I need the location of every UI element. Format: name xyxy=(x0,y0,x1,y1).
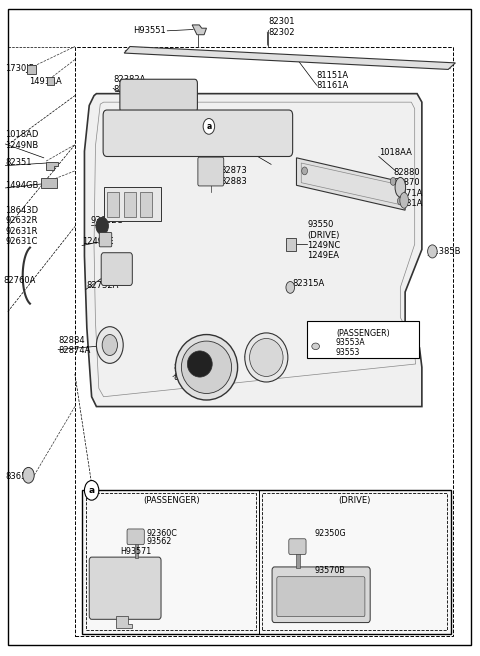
Text: 81151A
81161A: 81151A 81161A xyxy=(317,71,349,91)
Bar xyxy=(307,321,420,358)
Text: 82311
82781A: 82311 82781A xyxy=(249,348,281,367)
Ellipse shape xyxy=(250,338,283,377)
Text: 93553: 93553 xyxy=(336,348,360,358)
FancyBboxPatch shape xyxy=(103,110,293,157)
Text: 82371A
82381A: 82371A 82381A xyxy=(391,189,423,208)
Text: 1494GB: 1494GB xyxy=(5,181,39,190)
Text: 93553A: 93553A xyxy=(336,338,365,347)
Text: 92360C: 92360C xyxy=(146,529,177,538)
Text: H93551: H93551 xyxy=(133,26,166,35)
Text: 93632C: 93632C xyxy=(91,216,123,225)
Text: 93570B: 93570B xyxy=(314,565,345,575)
FancyBboxPatch shape xyxy=(272,567,370,623)
Bar xyxy=(107,192,119,216)
FancyBboxPatch shape xyxy=(127,529,144,544)
Bar xyxy=(141,192,153,216)
Polygon shape xyxy=(192,25,206,35)
Circle shape xyxy=(286,281,295,293)
Circle shape xyxy=(397,197,403,205)
Text: 1730JF: 1730JF xyxy=(5,64,34,73)
Circle shape xyxy=(390,177,396,185)
Polygon shape xyxy=(297,158,405,210)
Text: 82351: 82351 xyxy=(5,158,32,167)
Text: 93562: 93562 xyxy=(146,537,171,546)
Text: 82880
82870: 82880 82870 xyxy=(393,168,420,187)
Text: 81385B: 81385B xyxy=(428,247,461,256)
Ellipse shape xyxy=(187,351,212,377)
Polygon shape xyxy=(84,94,422,407)
Bar xyxy=(86,493,256,630)
Text: 82884
82874A: 82884 82874A xyxy=(58,336,91,356)
Bar xyxy=(104,186,161,220)
Text: H93571: H93571 xyxy=(120,547,152,556)
Circle shape xyxy=(84,481,99,500)
Bar xyxy=(75,47,453,636)
Circle shape xyxy=(102,335,118,356)
FancyBboxPatch shape xyxy=(99,232,112,247)
Text: 1336JA: 1336JA xyxy=(254,147,284,155)
Circle shape xyxy=(302,167,308,174)
Text: 1018AD
1249NB: 1018AD 1249NB xyxy=(5,131,39,150)
Bar xyxy=(135,540,138,558)
Text: 82873
82883: 82873 82883 xyxy=(220,167,247,186)
Text: (PASSENGER): (PASSENGER) xyxy=(143,496,199,504)
Text: 82315A: 82315A xyxy=(293,279,325,288)
Bar xyxy=(286,238,296,251)
Circle shape xyxy=(428,245,437,258)
Text: 1018AA: 1018AA xyxy=(379,148,412,157)
Text: 93550
(DRIVE)
1249NC
1249EA: 93550 (DRIVE) 1249NC 1249EA xyxy=(307,220,340,260)
FancyBboxPatch shape xyxy=(101,253,132,285)
FancyBboxPatch shape xyxy=(198,157,224,186)
Text: 82301
82302: 82301 82302 xyxy=(269,17,295,37)
Bar xyxy=(27,65,36,74)
Text: 83657: 83657 xyxy=(5,472,32,481)
Text: 82732A: 82732A xyxy=(86,281,118,290)
Bar xyxy=(124,192,136,216)
Text: a: a xyxy=(89,486,95,495)
Text: 82382A
82382B: 82382A 82382B xyxy=(113,75,145,94)
Circle shape xyxy=(203,119,215,134)
Text: 1249JM
1249GB: 1249JM 1249GB xyxy=(206,112,240,131)
Polygon shape xyxy=(124,47,456,70)
FancyBboxPatch shape xyxy=(277,577,365,617)
FancyBboxPatch shape xyxy=(289,539,306,554)
Bar xyxy=(262,493,447,630)
Ellipse shape xyxy=(181,341,232,394)
Polygon shape xyxy=(116,616,132,628)
Ellipse shape xyxy=(400,192,408,208)
Text: 92350G: 92350G xyxy=(314,529,346,538)
Ellipse shape xyxy=(245,333,288,382)
Text: (DRIVE): (DRIVE) xyxy=(338,496,371,504)
Circle shape xyxy=(96,327,123,363)
FancyBboxPatch shape xyxy=(120,79,197,112)
Polygon shape xyxy=(46,162,58,170)
Ellipse shape xyxy=(395,177,406,197)
Ellipse shape xyxy=(312,343,320,350)
Bar xyxy=(47,77,54,85)
Text: a: a xyxy=(206,122,212,131)
Text: 82771
82781: 82771 82781 xyxy=(173,363,200,382)
Text: 1249EE: 1249EE xyxy=(82,237,114,246)
Circle shape xyxy=(96,217,108,234)
Ellipse shape xyxy=(175,335,238,400)
Bar xyxy=(41,178,57,188)
Bar xyxy=(297,550,300,568)
FancyBboxPatch shape xyxy=(89,557,161,619)
Text: (PASSENGER): (PASSENGER) xyxy=(336,329,390,338)
Text: 18643D
92632R
92631R
92631C: 18643D 92632R 92631R 92631C xyxy=(5,206,38,246)
Bar xyxy=(82,490,451,634)
Circle shape xyxy=(23,468,34,483)
Text: 82760A: 82760A xyxy=(3,276,36,285)
Text: 1491AA: 1491AA xyxy=(29,77,62,86)
